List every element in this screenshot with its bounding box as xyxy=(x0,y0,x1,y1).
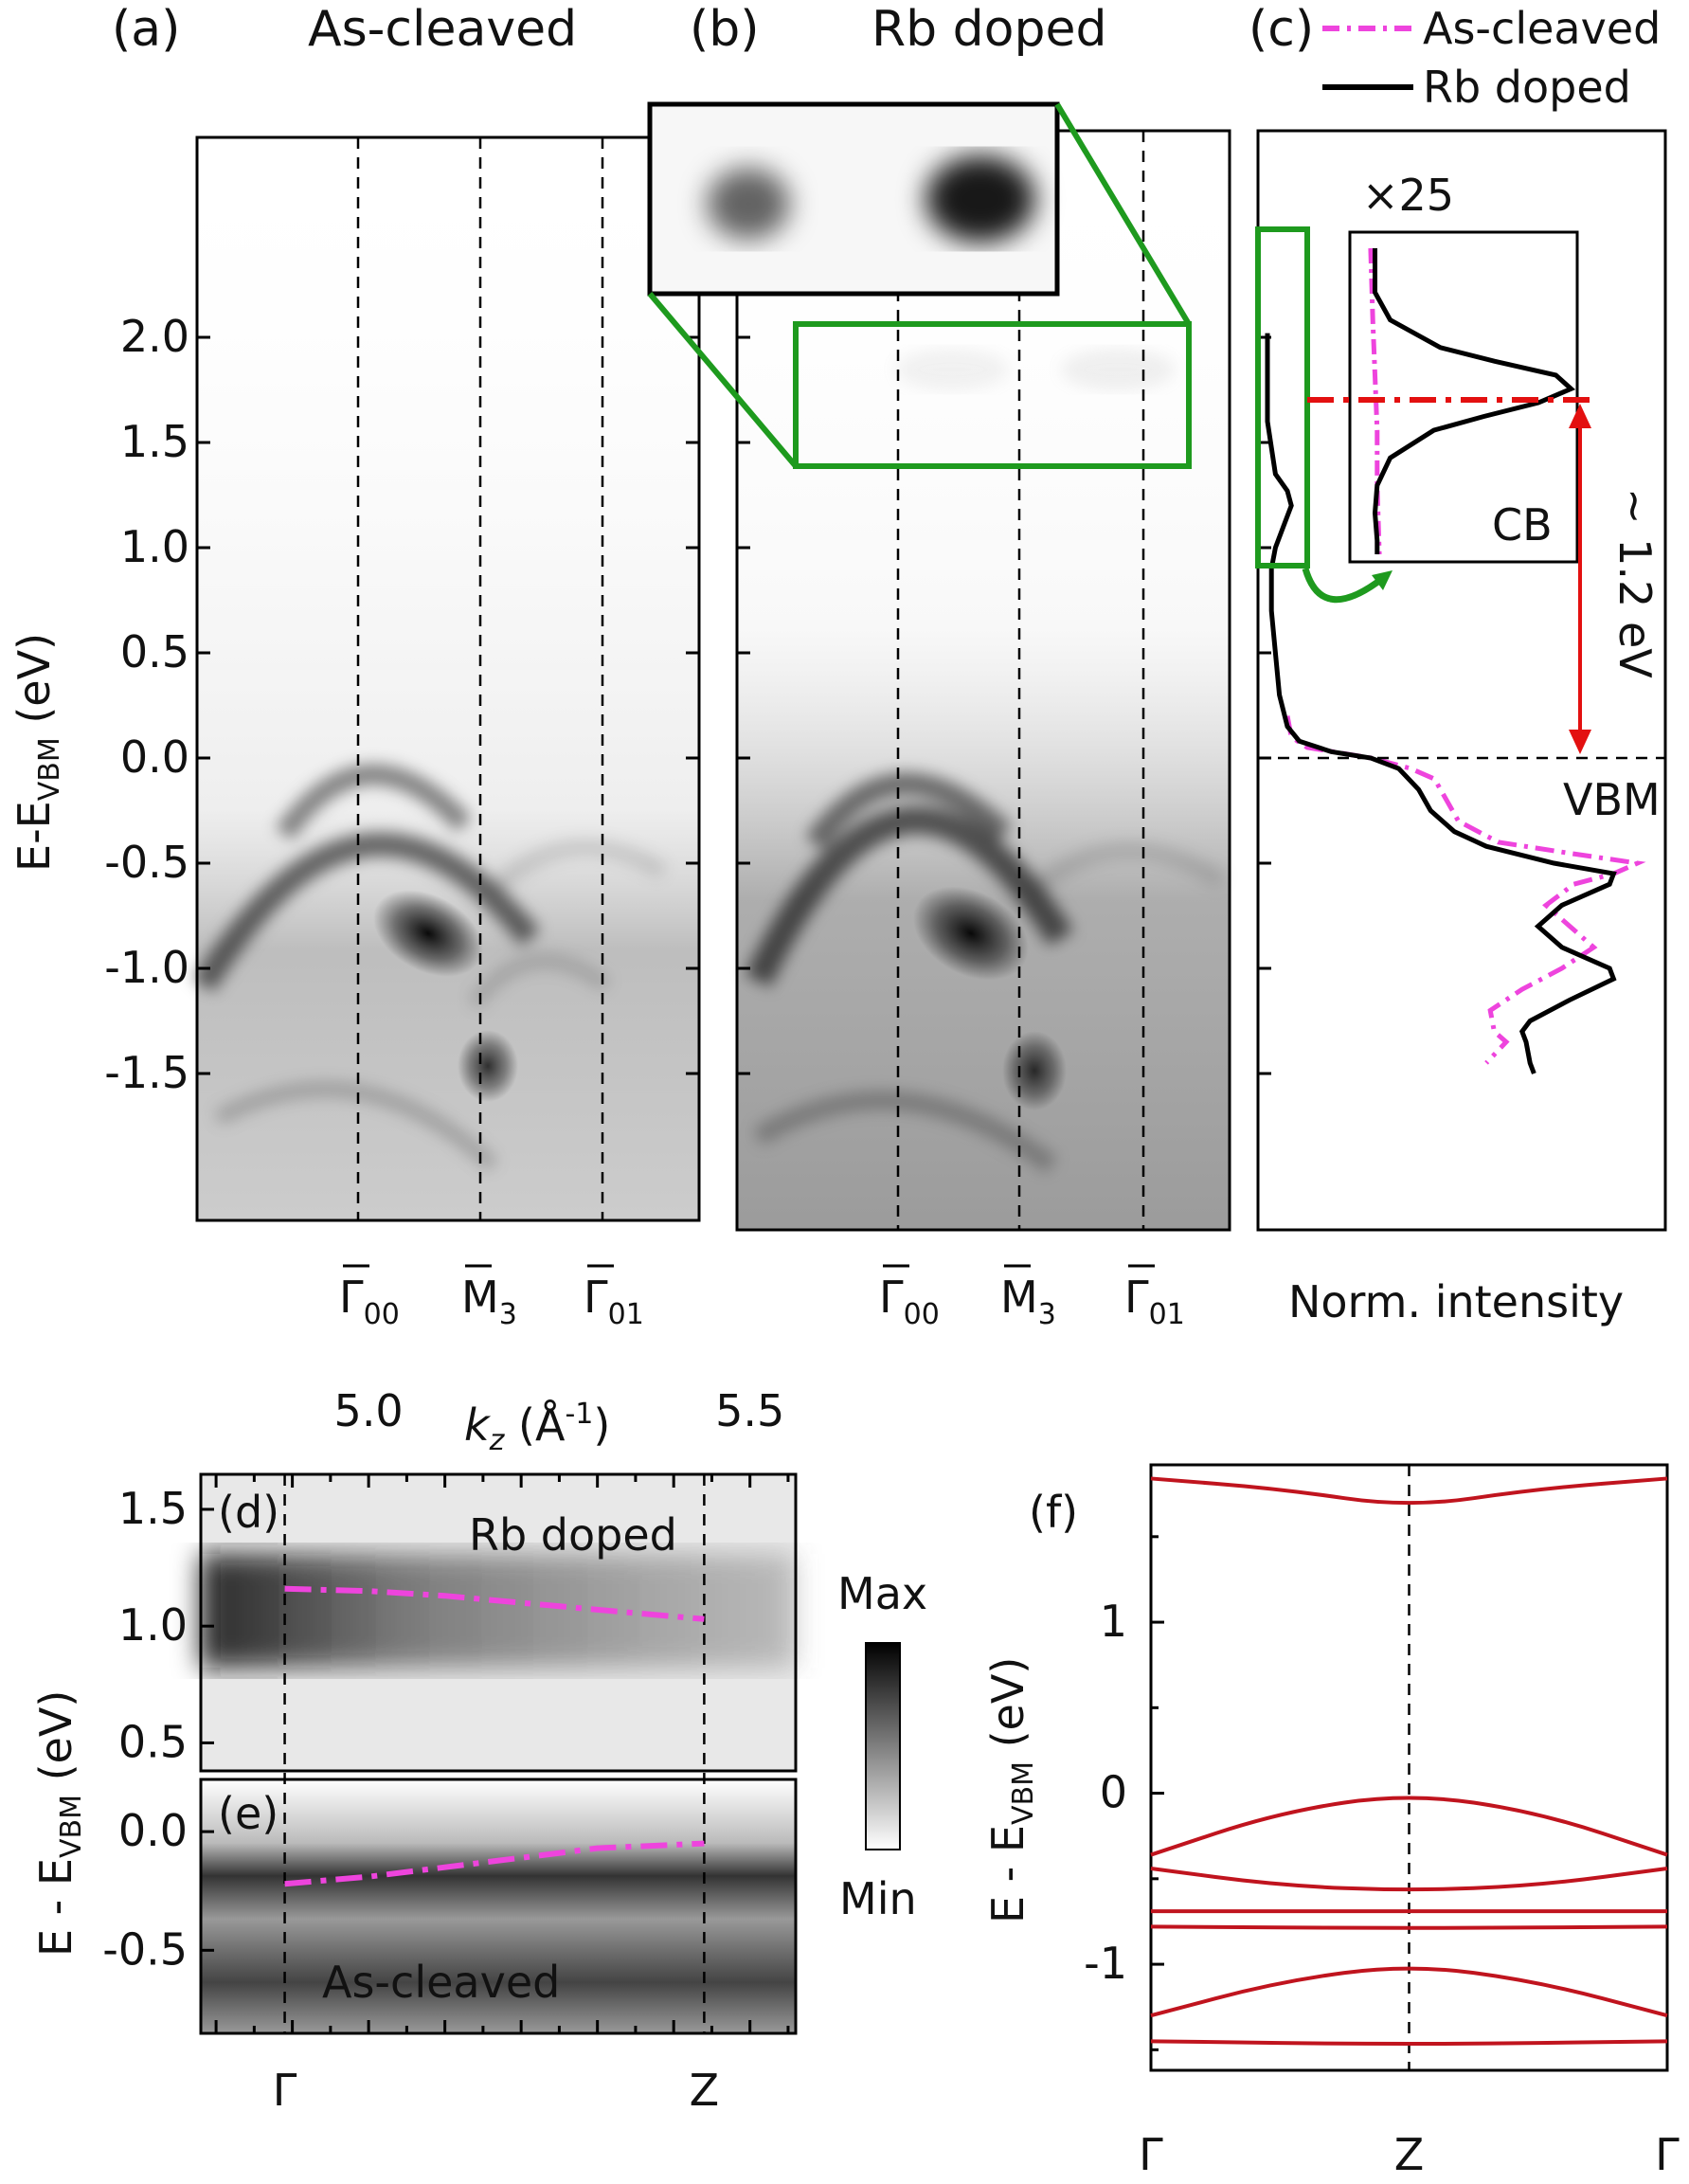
d-y-tick-label: 1.5 xyxy=(118,1483,188,1534)
kz-tick-label: 5.0 xyxy=(334,1385,404,1436)
top-y-tick-label: 2.0 xyxy=(120,311,189,362)
e-y-tick-label: 0.0 xyxy=(118,1805,188,1856)
panel-c-xlabel: Norm. intensity xyxy=(1288,1276,1624,1327)
panel-b-title: Rb doped xyxy=(871,1,1107,58)
kpoint-label: Γ01 xyxy=(1124,1272,1185,1331)
kpoint-label: Γ00 xyxy=(879,1272,940,1331)
colorbar-min: Min xyxy=(839,1873,917,1924)
e-dispersion-line xyxy=(284,1840,705,1887)
f-x-tick-label: Z xyxy=(1394,2129,1425,2180)
top-y-tick-label: 0.5 xyxy=(120,626,189,677)
panel-d-label: Rb doped xyxy=(469,1509,677,1561)
f-y-tick-label: 1 xyxy=(1100,1596,1127,1647)
d-dispersion-line xyxy=(284,1585,705,1622)
f-x-tick-label: Γ xyxy=(1139,2129,1163,2180)
panel-b-letter: (b) xyxy=(690,1,760,58)
panel-c-letter: (c) xyxy=(1249,1,1314,58)
panel-c-edc xyxy=(1265,333,1646,1074)
panel-a-letter: (a) xyxy=(112,1,180,58)
top-y-axis-label: E-EVBM (eV) xyxy=(9,633,66,872)
f-y-axis-label: E - EVBM (eV) xyxy=(982,1657,1040,1923)
edc-rbdoped-line xyxy=(1265,333,1617,1074)
legend-rbdoped-label: Rb doped xyxy=(1423,62,1631,113)
band-vb5 xyxy=(1150,1966,1668,2018)
e-y-tick-label: -0.5 xyxy=(102,1923,188,1975)
top-y-tick-label: 1.0 xyxy=(120,521,189,572)
f-x-tick-label: Γ xyxy=(1655,2129,1680,2180)
panel-d: (d) Rb doped xyxy=(199,1472,798,1773)
cb-arrow xyxy=(1302,567,1386,604)
kpoint-labels: Γ00 M3 Γ01 Γ00 M3 Γ01 xyxy=(339,1264,1185,1331)
top-y-tick-label: 0.0 xyxy=(120,731,189,783)
panel-e-letter: (e) xyxy=(218,1788,279,1839)
de-x-tick-label: Z xyxy=(690,2065,720,2116)
f-y-tick-label: 0 xyxy=(1100,1767,1127,1818)
kpoint-label: M3 xyxy=(1000,1272,1056,1331)
edc-ascleaved-line xyxy=(1285,715,1646,1065)
panel-d-letter: (d) xyxy=(218,1487,279,1538)
de-x-tick-label: Γ xyxy=(273,2065,297,2116)
kpoint-lines xyxy=(356,131,1145,1230)
colorbar-max: Max xyxy=(837,1568,927,1619)
panel-e: (e) As-cleaved xyxy=(199,1778,798,2035)
gap-label: ~ 1.2 eV xyxy=(1609,488,1661,678)
panel-f-bands xyxy=(1150,1476,1668,2047)
de-y-axis-label: E - EVBM (eV) xyxy=(30,1690,88,1957)
kpoint-label: Γ01 xyxy=(584,1272,644,1331)
panel-c-frame xyxy=(1256,129,1667,1232)
panel-f-letter: (f) xyxy=(1029,1487,1078,1538)
band-vb1 xyxy=(1150,1796,1668,1857)
top-y-tick-label: -1.0 xyxy=(104,942,189,993)
panel-a-title: As-cleaved xyxy=(308,1,577,58)
zoom-callout xyxy=(647,101,1192,469)
panel-a-image xyxy=(192,135,701,1222)
de-axes: 1.5 1.0 0.5 0.0 -0.5 5.0 5.5 Γ Z xyxy=(102,1385,790,2116)
f-y-tick-label: -1 xyxy=(1084,1938,1127,1989)
band-vb4 xyxy=(1150,1924,1668,1930)
legend-ascleaved-label: As-cleaved xyxy=(1423,3,1661,54)
de-dispersion xyxy=(284,1585,705,1887)
d-y-tick-label: 1.0 xyxy=(118,1599,188,1651)
top-y-tick-label: 1.5 xyxy=(120,416,189,467)
gap-arrow xyxy=(1569,404,1591,754)
panel-b-image xyxy=(735,129,1231,1232)
band-cb1 xyxy=(1150,1476,1668,1506)
top-y-tick-label: -0.5 xyxy=(104,837,189,888)
panel-e-label: As-cleaved xyxy=(322,1957,560,2008)
inset-cb-label: CB xyxy=(1492,499,1553,551)
cb-inset: ×25 CB xyxy=(1348,170,1579,564)
d-y-tick-label: 0.5 xyxy=(118,1716,188,1767)
top-y-axis: 2.0 1.5 1.0 0.5 0.0 -0.5 -1.0 -1.5 xyxy=(104,311,1271,1098)
band-vb6 xyxy=(1150,2039,1668,2047)
zoom-source-box xyxy=(793,321,1192,469)
top-y-tick-label: -1.5 xyxy=(104,1047,189,1098)
kpoint-label: M3 xyxy=(461,1272,517,1331)
kz-axis-label: kz (Å-1) xyxy=(464,1398,610,1457)
legend: As-cleaved Rb doped xyxy=(1322,3,1661,113)
kpoint-label: Γ00 xyxy=(339,1272,400,1331)
band-vb2 xyxy=(1150,1867,1668,1892)
inset-scale: ×25 xyxy=(1362,170,1454,221)
panel-f-axes: 1 0 -1 Γ Z Γ xyxy=(1084,1465,1680,2180)
vbm-label: VBM xyxy=(1563,774,1661,825)
colorbar: Max Min xyxy=(837,1568,927,1924)
kz-tick-label: 5.5 xyxy=(715,1385,784,1436)
